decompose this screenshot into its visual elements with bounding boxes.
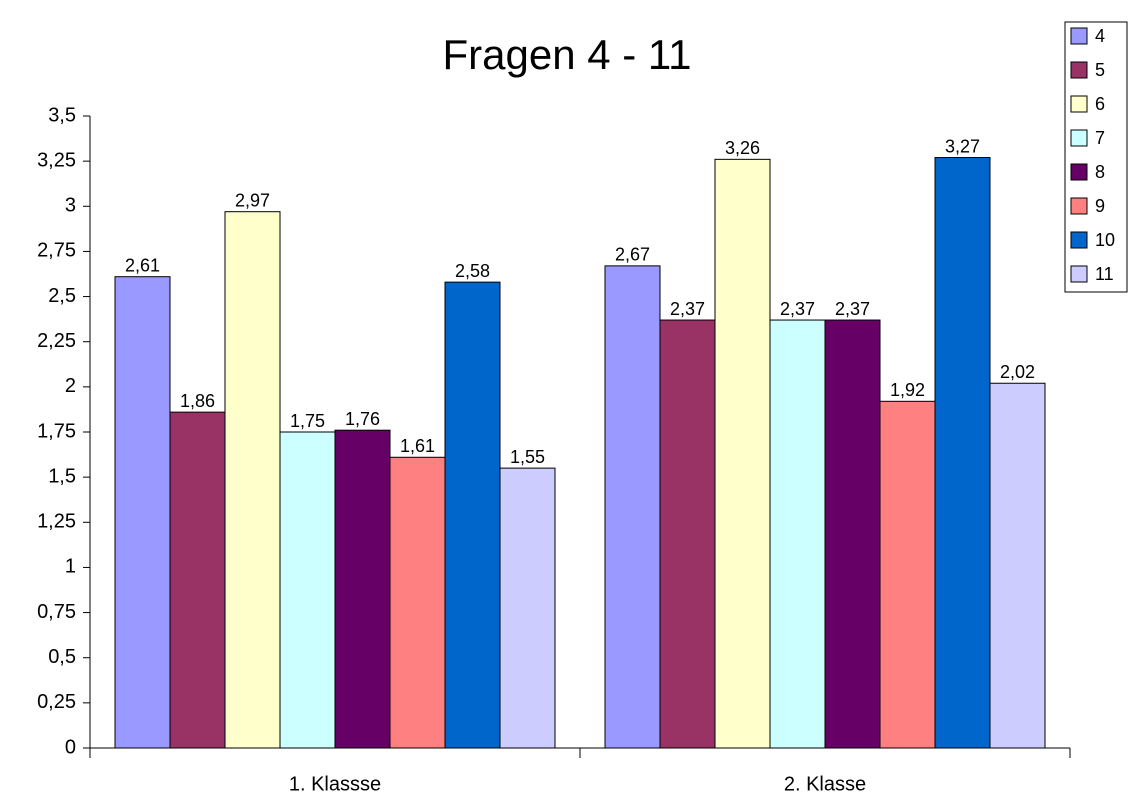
legend-swatch [1070,27,1088,45]
bar [114,276,171,749]
y-tick-label: 0 [65,736,76,758]
bar [989,382,1046,749]
y-tick-label: 0,25 [37,691,76,713]
value-label: 2,97 [235,190,270,210]
chart-title: Fragen 4 - 11 [442,31,691,78]
y-tick-label: 3,5 [48,104,76,126]
y-tick-label: 3 [65,195,76,217]
value-label: 1,75 [290,411,325,431]
value-label: 1,86 [180,391,215,411]
value-label: 2,58 [455,261,490,281]
bar [604,265,661,749]
value-label: 2,37 [780,299,815,319]
legend-label: 7 [1095,128,1105,148]
value-label: 1,55 [510,447,545,467]
y-tick-label: 0,5 [48,646,76,668]
y-tick-label: 1,75 [37,420,76,442]
legend-label: 4 [1095,26,1105,46]
bar [279,431,336,749]
x-tick-label: 2. Klasse [784,773,866,795]
value-label: 2,61 [125,255,160,275]
value-label: 1,76 [345,409,380,429]
y-tick-label: 2,5 [48,285,76,307]
value-label: 3,26 [725,138,760,158]
y-tick-label: 0,75 [37,601,76,623]
value-label: 1,92 [890,380,925,400]
bar [659,319,716,749]
bar [224,211,281,749]
legend-swatch [1070,129,1088,147]
bar [879,400,936,749]
bar [934,157,991,749]
bar [334,429,391,749]
bar [714,158,771,749]
legend-swatch [1070,265,1088,283]
legend-label: 6 [1095,94,1105,114]
value-label: 2,37 [835,299,870,319]
bar [444,281,501,749]
legend-label: 8 [1095,162,1105,182]
value-label: 1,61 [400,436,435,456]
y-tick-label: 2,75 [37,240,76,262]
y-tick-label: 2 [65,375,76,397]
value-label: 3,27 [945,136,980,156]
bar [769,319,826,749]
legend-swatch [1070,95,1088,113]
legend-label: 9 [1095,196,1105,216]
legend-label: 10 [1095,230,1115,250]
bar [169,411,226,749]
value-label: 2,02 [1000,362,1035,382]
legend-swatch [1070,61,1088,79]
bar [824,319,881,749]
y-tick-label: 3,25 [37,149,76,171]
bar [499,467,556,749]
legend-swatch [1070,163,1088,181]
bar [389,456,446,749]
value-label: 2,67 [615,245,650,265]
legend-label: 11 [1095,264,1114,284]
legend-label: 5 [1095,60,1105,80]
y-tick-label: 2,25 [37,330,76,352]
legend-swatch [1070,197,1088,215]
legend-swatch [1070,231,1088,249]
value-label: 2,37 [670,299,705,319]
y-tick-label: 1,25 [37,511,76,533]
y-tick-label: 1,5 [48,465,76,487]
y-tick-label: 1 [65,556,76,578]
x-tick-label: 1. Klassse [289,773,381,795]
